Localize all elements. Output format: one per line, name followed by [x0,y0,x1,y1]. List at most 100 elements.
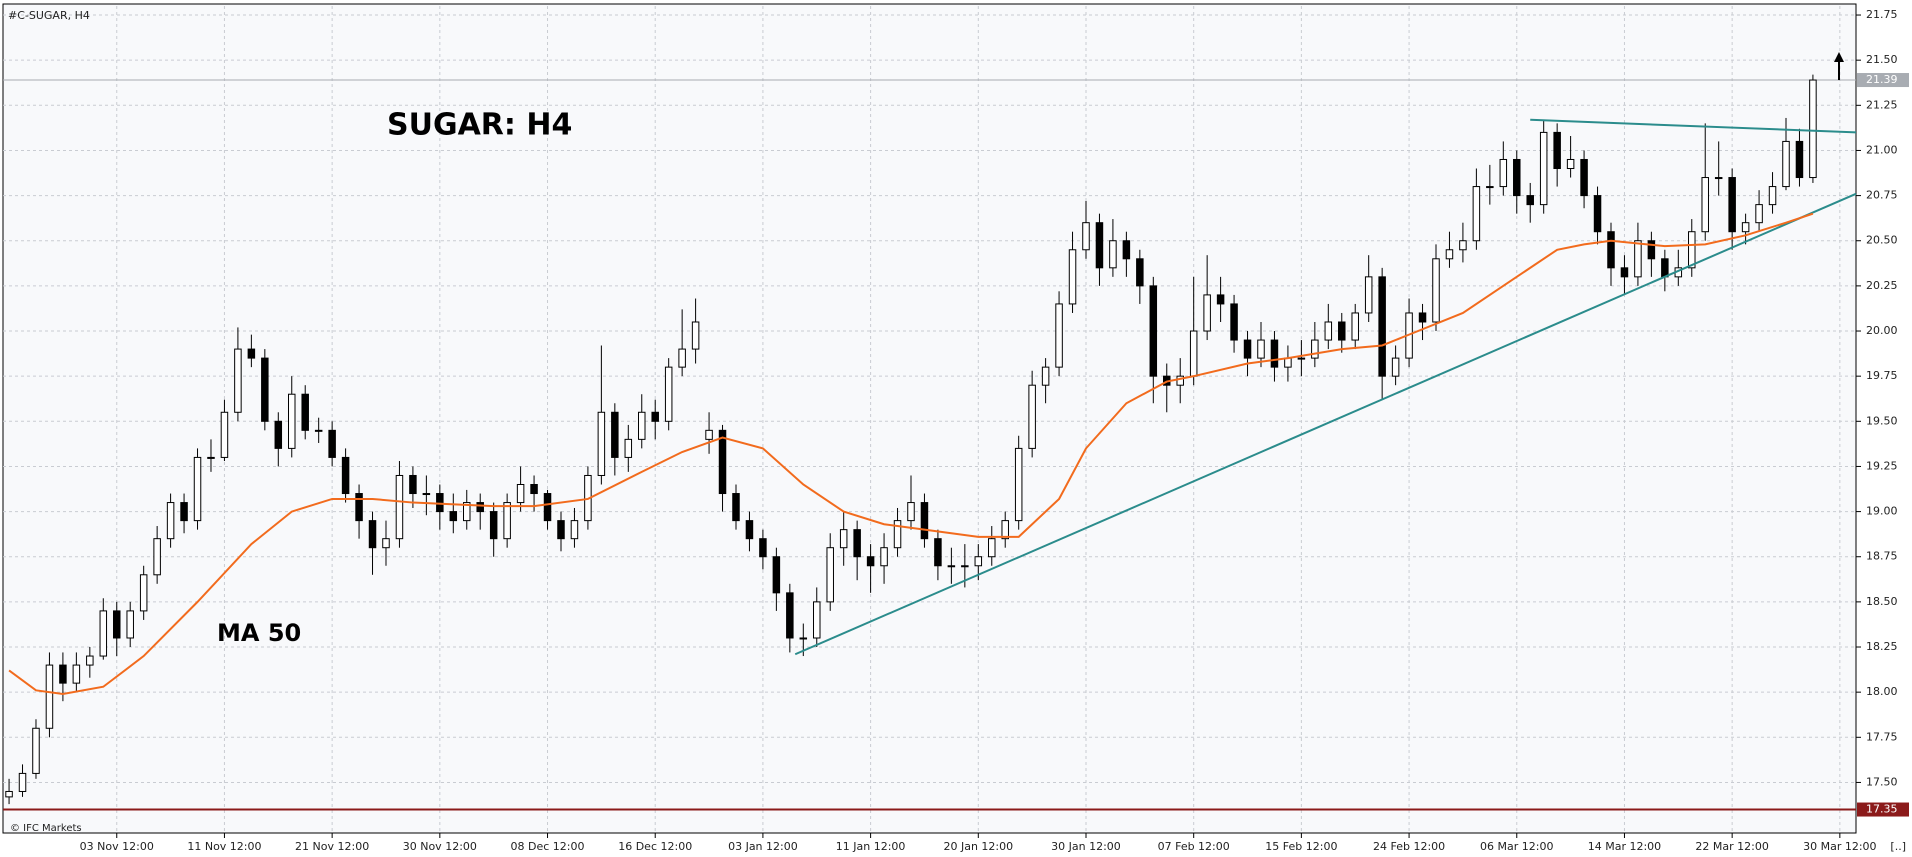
candle-body [274,420,283,449]
y-tick-label: 17.50 [1866,775,1898,788]
candle-body [1566,158,1575,170]
candle-body [1432,258,1440,323]
candle-body [732,493,740,522]
candle-body [126,610,134,639]
candle-body [5,790,13,798]
candle-body [59,664,67,684]
candle-body [974,556,983,567]
x-tick-label: 30 Jan 12:00 [1051,840,1121,853]
x-tick-label: 16 Dec 12:00 [618,840,692,853]
candle-body [382,538,390,549]
candle-body [1593,195,1602,233]
candle-body [651,411,659,422]
x-tick-label: 24 Feb 12:00 [1373,840,1445,853]
candle-body [72,664,81,684]
candle-body [247,348,256,359]
y-tick-label: 21.00 [1866,143,1898,156]
candle-body [1647,240,1656,260]
candle-body [180,502,188,522]
plot-area [2,3,1857,834]
arrow-head [1834,52,1844,62]
candle-body [839,529,848,549]
candle-body [530,484,538,495]
candle-body [1526,195,1534,206]
candle-body [988,538,996,558]
candle-body [961,565,969,568]
candle-body [1351,312,1359,341]
x-tick-label: 11 Nov 12:00 [187,840,261,853]
candle-body [166,502,175,540]
candle-body [1459,240,1467,251]
candle-body [813,601,821,639]
candle-body [1418,312,1427,323]
candle-body [1795,140,1804,179]
candle-body [543,493,552,522]
x-tick-label: 20 Jan 12:00 [943,840,1013,853]
candle-body [1607,231,1615,269]
candle-body [368,520,377,549]
candle-body [1539,131,1548,206]
candle-body [1768,186,1777,206]
x-tick-label: 03 Jan 12:00 [728,840,798,853]
candle-body [476,502,484,513]
candle-body [355,493,363,522]
candle-body [1445,249,1454,260]
candle-body [1364,276,1373,314]
candle-body [1257,339,1265,359]
candle-body [1149,285,1158,377]
candle-body [18,772,27,792]
candle-body [1661,258,1669,278]
candle-body [1553,131,1561,170]
candle-body [463,502,471,522]
candle-body [1782,140,1790,188]
candle-body [718,429,727,495]
y-tick-label: 18.75 [1866,550,1898,563]
candle-body [1297,357,1306,360]
candle-body [1230,303,1238,341]
candle-body [1324,321,1333,341]
trendline [794,192,1857,656]
candle-body [395,474,404,540]
y-tick-label: 17.75 [1866,730,1898,743]
candle-body [288,393,296,449]
candle-body [772,556,781,594]
candle-body [1620,267,1629,278]
candle-body [1486,186,1494,189]
candle-body [947,565,956,568]
candle-body [759,538,767,558]
price-label: 17.35 [1866,803,1898,816]
price-label: 21.39 [1866,73,1898,86]
candle-body [1216,294,1225,305]
y-tick-label: 19.75 [1866,369,1898,382]
candle-body [153,538,161,576]
candle-body [597,411,606,476]
corner-mark: [..] [1890,840,1906,853]
candle-body [314,429,323,432]
candle-body [207,456,215,459]
candle-body [1284,357,1292,368]
candle-body [624,438,633,458]
candle-body [86,655,94,666]
candle-body [422,493,431,496]
y-tick-label: 18.00 [1866,685,1898,698]
x-tick-label: 15 Feb 12:00 [1265,840,1337,853]
candle-body [516,484,525,504]
candle-body [1243,339,1252,359]
candle-body [934,538,942,567]
candle-body [1270,339,1279,368]
candle-body [1714,177,1723,180]
candle-body [611,411,619,458]
x-tick-label: 22 Mar 12:00 [1695,840,1768,853]
y-tick-label: 19.00 [1866,505,1898,518]
candle-body [32,727,40,774]
x-tick-label: 08 Dec 12:00 [511,840,585,853]
candle-body [570,520,579,540]
candle-body [1055,303,1063,368]
candle-body [45,664,54,729]
candle-body [1203,294,1211,332]
x-tick-label: 06 Mar 12:00 [1480,840,1553,853]
candle-body [341,456,350,495]
candle-body [449,511,458,522]
